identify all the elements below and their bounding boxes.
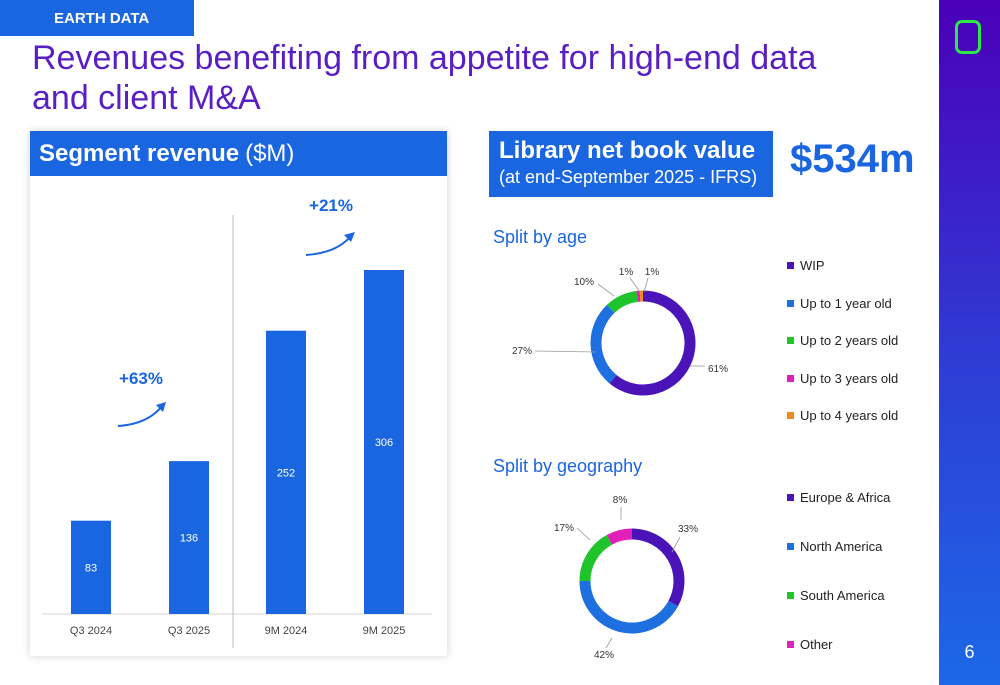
- age-legend-item: Up to 1 year old: [787, 296, 892, 311]
- age-leader-line: [629, 277, 641, 293]
- geo-value-label: 8%: [613, 495, 628, 506]
- category-label: 9M 2025: [363, 625, 406, 637]
- brand-sidebar: 6: [939, 0, 1000, 685]
- age-legend-swatch: [787, 299, 794, 307]
- section-tag: EARTH DATA: [0, 0, 194, 36]
- age-leader-line: [643, 277, 649, 293]
- geo-slice-1: [579, 580, 679, 634]
- age-value-label: 1%: [645, 267, 660, 278]
- geo-legend-label: South America: [800, 588, 885, 603]
- geo-legend-item: Europe & Africa: [787, 490, 890, 505]
- geo-legend-swatch: [787, 641, 794, 648]
- geo-legend-item: South America: [787, 588, 885, 603]
- age-value-label: 10%: [574, 277, 594, 288]
- geo-legend-swatch: [787, 592, 794, 599]
- bar-value-label: 306: [375, 437, 393, 449]
- age-value-label: 27%: [512, 346, 532, 357]
- segment-revenue-header: Segment revenue ($M): [30, 131, 447, 176]
- page-number: 6: [964, 642, 975, 662]
- library-subtitle: (at end-September 2025 - IFRS): [499, 167, 758, 187]
- growth-arrow-q3: [117, 405, 163, 427]
- bar-value-label: 136: [180, 533, 198, 545]
- geo-slice-0: [631, 528, 685, 607]
- page-title: Revenues benefiting from appetite for hi…: [32, 39, 817, 117]
- segment-revenue-title: Segment revenue: [39, 139, 240, 167]
- age-heading: Split by age: [493, 227, 588, 247]
- age-slice-0: [609, 290, 696, 396]
- age-legend-item: Up to 2 years old: [787, 333, 898, 348]
- age-value-label: 1%: [619, 267, 634, 278]
- bar-value-label: 83: [85, 562, 97, 574]
- geo-value-label: 42%: [594, 650, 614, 661]
- geo-value-label: 33%: [678, 524, 698, 535]
- growth-label-q3: +63%: [119, 369, 163, 388]
- geo-legend-swatch: [787, 494, 794, 501]
- age-legend-item: Up to 4 years old: [787, 408, 898, 423]
- growth-label-9m: +21%: [309, 196, 353, 215]
- age-legend-label: Up to 1 year old: [800, 295, 892, 311]
- geo-value-label: 17%: [554, 523, 574, 534]
- geo-legend-label: Other: [800, 637, 833, 652]
- bar-2: [266, 330, 306, 614]
- growth-arrow-9m: [305, 236, 351, 256]
- age-legend-item: Up to 3 years old: [787, 371, 898, 386]
- geo-leader-line: [605, 637, 613, 649]
- age-legend-label: Up to 3 years old: [800, 370, 899, 386]
- bar-1: [169, 461, 209, 614]
- age-slice-2: [607, 290, 639, 313]
- growth-arrow-head-9m: [344, 232, 355, 242]
- age-legend-swatch: [787, 374, 794, 382]
- category-label: Q3 2025: [168, 625, 210, 637]
- age-value-label: 61%: [708, 364, 728, 375]
- geo-legend-swatch: [787, 543, 794, 550]
- geo-slice-2: [579, 534, 613, 582]
- geo-leader-line: [671, 536, 681, 553]
- age-legend-label: Up to 2 years old: [800, 333, 899, 348]
- geo-legend-item: North America: [787, 539, 882, 554]
- age-legend-label: Up to 4 years old: [800, 408, 899, 423]
- geo-leader-line: [576, 527, 591, 541]
- geo-legend-item: Other: [787, 637, 833, 652]
- age-legend-item: WIP: [787, 258, 825, 273]
- segment-revenue-unit: ($M): [245, 139, 295, 167]
- bar-3: [364, 270, 404, 614]
- age-legend-swatch: [787, 337, 794, 344]
- age-legend-swatch: [787, 412, 794, 419]
- category-label: 9M 2024: [265, 625, 308, 637]
- geo-slice-3: [606, 528, 633, 545]
- geo-legend-label: Europe & Africa: [800, 490, 891, 505]
- category-label: Q3 2024: [70, 625, 112, 637]
- bar-value-label: 252: [277, 467, 295, 479]
- age-legend-label: WIP: [800, 258, 825, 273]
- brand-logo-icon: [955, 20, 981, 54]
- library-value: $534m: [790, 137, 915, 181]
- growth-arrow-head-q3: [156, 402, 166, 412]
- library-header: Library net book value (at end-September…: [489, 131, 773, 197]
- geo-legend: Europe & Africa North America South Americ…: [787, 490, 937, 670]
- library-title: Library net book value: [499, 137, 756, 164]
- geo-legend-label: North America: [800, 539, 883, 554]
- age-leader-line: [597, 283, 615, 297]
- bar-0: [71, 520, 111, 614]
- age-legend: WIP Up to 1 year old Up to 2 years old Up t…: [787, 258, 937, 438]
- age-slice-1: [590, 304, 617, 384]
- geo-heading: Split by geography: [493, 456, 643, 476]
- age-legend-swatch: [787, 262, 794, 269]
- age-leader-line: [534, 350, 597, 353]
